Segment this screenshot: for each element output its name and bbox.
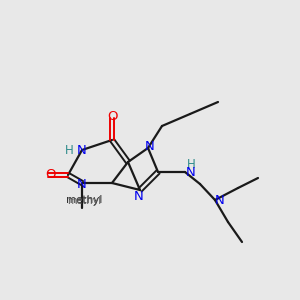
Text: methyl: methyl — [66, 195, 102, 205]
Text: O: O — [107, 110, 117, 124]
Text: N: N — [186, 167, 196, 179]
Text: H: H — [65, 143, 74, 157]
Text: N: N — [215, 194, 225, 208]
Text: N: N — [145, 140, 155, 152]
Text: N: N — [134, 190, 144, 202]
Text: H: H — [187, 158, 195, 170]
Text: methyl: methyl — [67, 196, 101, 206]
Text: N: N — [77, 178, 87, 191]
Text: N: N — [77, 143, 87, 157]
Text: O: O — [45, 169, 55, 182]
